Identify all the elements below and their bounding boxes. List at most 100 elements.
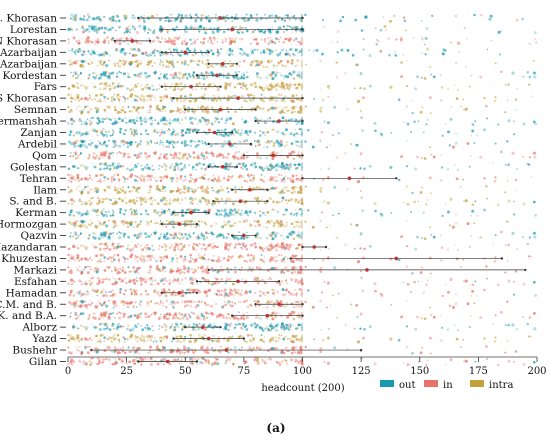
data-point xyxy=(67,186,70,189)
data-point xyxy=(443,48,447,53)
data-point xyxy=(205,118,209,122)
data-point xyxy=(139,119,143,123)
data-point xyxy=(253,81,257,85)
data-point xyxy=(211,233,214,236)
data-point xyxy=(166,140,169,144)
data-point xyxy=(119,290,122,293)
data-point xyxy=(195,220,198,223)
data-point xyxy=(192,71,196,74)
data-point xyxy=(159,63,161,65)
data-point xyxy=(173,215,176,217)
data-point xyxy=(74,76,78,80)
data-point xyxy=(340,48,344,52)
data-point xyxy=(132,225,136,229)
data-point xyxy=(147,174,151,178)
data-point xyxy=(406,282,410,286)
data-point xyxy=(330,41,333,43)
data-point xyxy=(277,179,280,182)
data-point xyxy=(75,71,78,74)
data-point xyxy=(159,139,162,142)
data-point xyxy=(205,15,208,18)
data-point xyxy=(267,198,269,200)
data-point xyxy=(182,99,186,103)
data-point xyxy=(244,245,247,249)
data-point xyxy=(416,75,419,79)
data-point xyxy=(160,153,162,155)
data-point xyxy=(178,71,182,75)
data-point xyxy=(139,196,143,200)
data-point xyxy=(298,163,301,166)
data-point xyxy=(206,191,210,194)
data-point xyxy=(164,168,168,171)
data-point xyxy=(188,49,191,51)
data-point xyxy=(147,27,151,31)
data-point xyxy=(254,245,258,249)
data-point xyxy=(149,178,153,182)
data-point xyxy=(159,143,161,145)
data-point xyxy=(142,99,146,103)
data-point xyxy=(195,60,198,63)
data-point xyxy=(93,25,96,28)
data-point xyxy=(150,254,153,258)
data-point xyxy=(114,268,117,272)
data-point xyxy=(296,74,299,78)
data-point xyxy=(113,201,117,205)
data-point xyxy=(279,36,282,39)
data-point xyxy=(69,173,72,177)
data-point xyxy=(183,29,186,31)
data-point xyxy=(192,156,195,159)
data-point xyxy=(419,191,423,194)
data-point xyxy=(256,140,259,143)
data-point xyxy=(187,153,191,156)
data-point xyxy=(197,208,199,211)
data-point xyxy=(504,111,507,114)
data-point xyxy=(167,19,171,23)
data-point xyxy=(290,271,294,275)
data-point xyxy=(148,189,151,192)
data-point xyxy=(335,236,339,240)
data-point xyxy=(97,134,100,137)
data-point xyxy=(107,210,110,214)
data-point xyxy=(319,270,322,273)
data-point xyxy=(380,133,384,137)
data-point xyxy=(219,259,222,262)
data-point xyxy=(163,175,166,178)
data-point xyxy=(257,122,260,125)
data-point xyxy=(176,118,180,123)
data-point xyxy=(227,168,230,171)
data-point xyxy=(275,176,278,179)
data-point xyxy=(319,186,323,190)
data-point xyxy=(228,277,232,281)
data-point xyxy=(222,30,226,34)
data-point xyxy=(167,65,171,69)
data-point xyxy=(227,233,231,236)
data-point xyxy=(147,62,150,64)
data-point xyxy=(274,83,278,87)
data-point xyxy=(137,162,139,165)
data-point xyxy=(136,223,140,226)
data-point xyxy=(218,214,221,217)
data-point xyxy=(160,270,162,273)
data-point xyxy=(363,247,366,251)
data-point xyxy=(244,120,248,123)
data-point xyxy=(186,31,189,33)
data-point xyxy=(294,110,296,113)
data-point xyxy=(506,259,509,262)
data-point xyxy=(297,208,300,211)
data-point xyxy=(222,156,225,159)
data-point xyxy=(159,64,162,67)
data-point xyxy=(512,120,515,123)
data-point xyxy=(197,140,201,143)
data-point xyxy=(109,152,113,155)
data-point xyxy=(183,85,187,89)
data-point xyxy=(153,256,156,259)
data-point xyxy=(441,214,444,218)
data-point xyxy=(95,94,99,97)
data-point xyxy=(498,53,502,56)
data-point xyxy=(136,191,139,194)
data-point xyxy=(170,163,174,166)
data-point xyxy=(95,122,98,125)
data-point xyxy=(269,117,272,120)
data-point xyxy=(187,186,191,190)
